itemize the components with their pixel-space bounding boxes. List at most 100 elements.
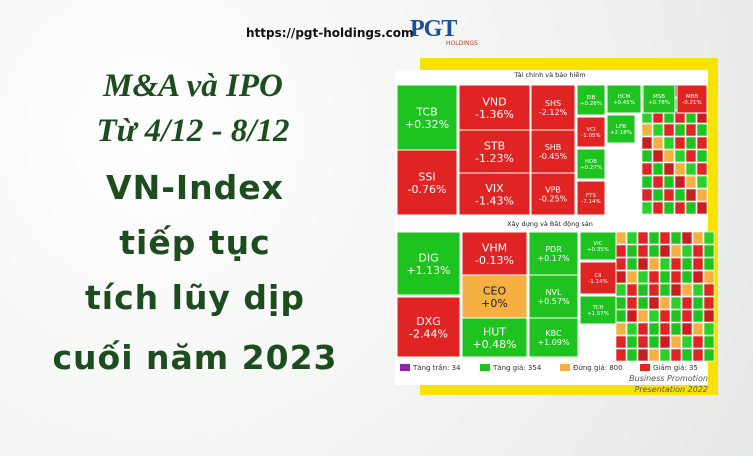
small-cell <box>648 322 660 336</box>
small-cell <box>670 322 682 336</box>
stock-cell <box>458 172 531 216</box>
small-cell <box>637 270 649 284</box>
small-cell <box>670 270 682 284</box>
change: -0.13% <box>475 254 514 267</box>
small-cell <box>637 296 649 310</box>
stock-cell <box>606 114 636 144</box>
small-cell <box>696 123 708 137</box>
small-cell <box>648 270 660 284</box>
change: +0.48% <box>472 338 516 351</box>
ticker: SSI <box>418 170 435 183</box>
small-cell <box>615 348 627 362</box>
small-cell <box>685 136 697 150</box>
small-cell <box>637 257 649 271</box>
small-cell <box>674 162 686 176</box>
small-cell <box>648 283 660 297</box>
legend-swatch <box>400 364 410 371</box>
legend-label: Đứng giá: 800 <box>573 364 623 372</box>
change: -2.44% <box>409 327 448 340</box>
headline: tích lũy dịp <box>85 278 305 317</box>
ticker: VHM <box>482 241 507 254</box>
small-cell <box>670 283 682 297</box>
ticker: VIX <box>485 182 504 195</box>
small-cell <box>674 149 686 163</box>
small-cell <box>648 296 660 310</box>
small-cell <box>648 244 660 258</box>
stock-cell <box>576 180 606 216</box>
change: -0.45% <box>539 152 568 161</box>
small-cell <box>659 257 671 271</box>
ticker: FTS <box>586 193 596 199</box>
small-cell <box>641 188 653 202</box>
small-cell <box>685 175 697 189</box>
small-cell <box>681 257 693 271</box>
logo: PGT <box>410 16 457 42</box>
ticker: TCH <box>591 305 603 311</box>
legend-swatch <box>640 364 650 371</box>
stock-cell <box>579 261 617 295</box>
change: +0% <box>481 297 508 310</box>
small-cell <box>637 231 649 245</box>
stock-cell <box>461 317 528 358</box>
small-cell <box>681 283 693 297</box>
small-cell <box>674 123 686 137</box>
small-cell <box>692 335 704 349</box>
change: +0.17% <box>537 254 570 263</box>
small-cell <box>674 188 686 202</box>
legend-swatch <box>480 364 490 371</box>
stock-cell <box>396 149 458 216</box>
small-cell <box>637 322 649 336</box>
small-cell <box>681 322 693 336</box>
cells: Tài chính và bảo hiểm TCB+0.32% SSI-0.76% V… <box>396 70 708 394</box>
headline: M&A và IPO <box>103 68 283 104</box>
headline: Từ 4/12 - 8/12 <box>96 113 290 149</box>
stock-cell <box>579 295 617 325</box>
stock-cell <box>528 274 579 319</box>
small-cell <box>652 162 664 176</box>
small-cell <box>696 136 708 150</box>
ticker: CEO <box>483 284 507 297</box>
stock-cell <box>458 129 531 174</box>
small-cell <box>663 201 675 215</box>
small-cell <box>659 335 671 349</box>
change: +0.78% <box>648 100 670 106</box>
section-title: Tài chính và bảo hiểm <box>513 70 585 79</box>
change: +0.57% <box>537 297 570 306</box>
logo-subtitle: HOLDINGS <box>446 40 478 47</box>
website-url[interactable]: https://pgt-holdings.com <box>246 26 414 40</box>
ticker: STB <box>484 139 505 152</box>
small-cell <box>626 296 638 310</box>
small-cell <box>685 123 697 137</box>
small-cell <box>641 136 653 150</box>
change: -1.14% <box>588 279 607 285</box>
small-cell <box>681 270 693 284</box>
small-cell <box>703 270 715 284</box>
small-cell <box>670 296 682 310</box>
headline: VN-Index <box>106 168 284 207</box>
stock-cell <box>458 84 531 131</box>
small-cell <box>692 244 704 258</box>
small-cell <box>663 123 675 137</box>
small-cell <box>615 231 627 245</box>
small-cell <box>692 270 704 284</box>
headline: cuối năm 2023 <box>52 338 338 377</box>
change: +1.09% <box>537 338 570 347</box>
stock-cell <box>528 317 579 358</box>
small-cell <box>674 201 686 215</box>
change: +2.18% <box>610 130 632 136</box>
small-cell <box>703 335 715 349</box>
small-cell <box>663 136 675 150</box>
small-cell <box>692 231 704 245</box>
change: +0.26% <box>580 101 602 107</box>
small-cell <box>703 348 715 362</box>
small-cell <box>641 149 653 163</box>
ticker: HUT <box>483 325 506 338</box>
small-cell <box>626 244 638 258</box>
change: -2.12% <box>539 108 568 117</box>
small-cell <box>615 257 627 271</box>
small-cell <box>670 335 682 349</box>
headline: tiếp tục <box>119 223 271 262</box>
small-cell <box>652 188 664 202</box>
section-title: Xây dựng và Bất động sản <box>507 220 593 228</box>
